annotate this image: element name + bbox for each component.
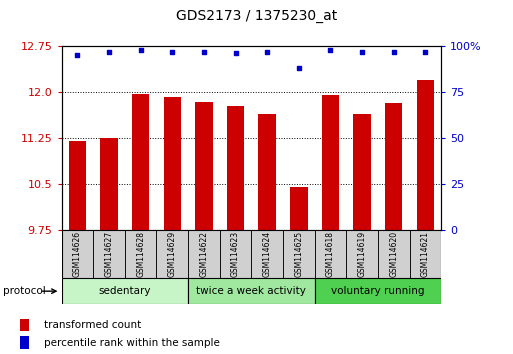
Bar [20,336,29,349]
Bar [378,230,409,278]
Bar [227,105,244,230]
Text: GSM114625: GSM114625 [294,231,303,277]
Bar [69,141,86,230]
Point [168,49,176,55]
Bar [20,319,29,331]
Point [73,52,82,58]
Bar [195,102,212,230]
Bar [101,138,117,230]
Text: transformed count: transformed count [44,320,141,330]
Point [294,65,303,71]
Text: GDS2173 / 1375230_at: GDS2173 / 1375230_at [176,9,337,23]
Text: GSM114627: GSM114627 [105,231,113,277]
Point [231,51,240,56]
Point [421,49,429,55]
Bar [62,230,93,278]
Point [136,47,145,52]
Bar [314,230,346,278]
Bar [259,114,276,230]
Point [200,49,208,55]
Point [389,49,398,55]
Bar [220,230,251,278]
Bar [353,114,371,230]
Bar [156,230,188,278]
Bar [417,80,434,230]
Bar [125,230,156,278]
Bar [164,97,181,230]
Text: GSM114622: GSM114622 [200,231,208,277]
Text: protocol: protocol [3,286,45,296]
Bar [322,95,339,230]
Text: voluntary running: voluntary running [331,286,425,296]
Bar [251,230,283,278]
Bar [346,230,378,278]
Text: percentile rank within the sample: percentile rank within the sample [44,338,220,348]
Bar [290,187,307,230]
Text: GSM114620: GSM114620 [389,231,398,277]
Text: GSM114623: GSM114623 [231,231,240,277]
Text: GSM114629: GSM114629 [168,231,177,277]
Bar [314,278,441,304]
Bar [132,94,149,230]
Point [105,49,113,55]
Text: GSM114619: GSM114619 [358,231,367,277]
Bar [188,230,220,278]
Bar [409,230,441,278]
Bar [62,278,188,304]
Point [358,49,366,55]
Text: GSM114621: GSM114621 [421,231,430,277]
Text: GSM114618: GSM114618 [326,231,335,277]
Text: GSM114626: GSM114626 [73,231,82,277]
Bar [93,230,125,278]
Bar [188,278,314,304]
Bar [385,103,402,230]
Bar [283,230,314,278]
Text: twice a week activity: twice a week activity [196,286,306,296]
Point [326,47,334,52]
Text: sedentary: sedentary [98,286,151,296]
Text: GSM114624: GSM114624 [263,231,272,277]
Text: GSM114628: GSM114628 [136,231,145,277]
Point [263,49,271,55]
